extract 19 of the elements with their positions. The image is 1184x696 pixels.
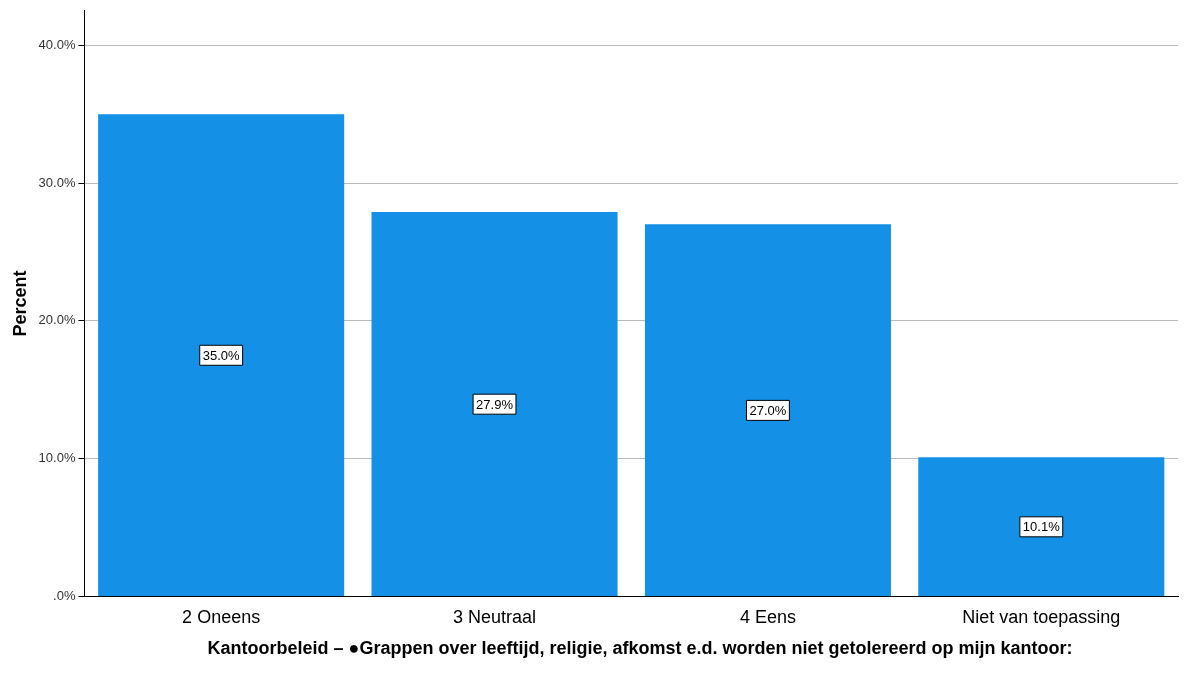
y-tick-label: 10.0%: [38, 450, 76, 466]
y-axis-title: Percent: [9, 270, 30, 337]
bar: [918, 457, 1165, 596]
bar: [371, 211, 618, 596]
data-label: 35.0%: [202, 347, 241, 363]
data-label: 10.1%: [1022, 519, 1061, 535]
y-tick-label: 20.0%: [38, 312, 76, 328]
data-label: 27.0%: [749, 402, 787, 418]
y-tick-label: .0%: [53, 587, 76, 603]
y-tick-label: 40.0%: [38, 36, 76, 52]
x-tick-label: 3 Neutraal: [453, 607, 537, 628]
bar: [98, 114, 345, 596]
bar: [644, 224, 891, 596]
x-axis-title: Kantoorbeleid – ●Grappen over leeftijd, religie, afkomst e.d. worden niet getolereerd op mijn kantoor:: [206, 638, 1074, 658]
y-tick-label: 30.0%: [38, 174, 76, 190]
x-tick-label: 4 Eens: [739, 607, 796, 628]
x-tick-label: Niet van toepassing: [962, 607, 1121, 628]
data-label: 27.9%: [476, 396, 514, 412]
x-tick-label: 2 Oneens: [182, 607, 261, 628]
